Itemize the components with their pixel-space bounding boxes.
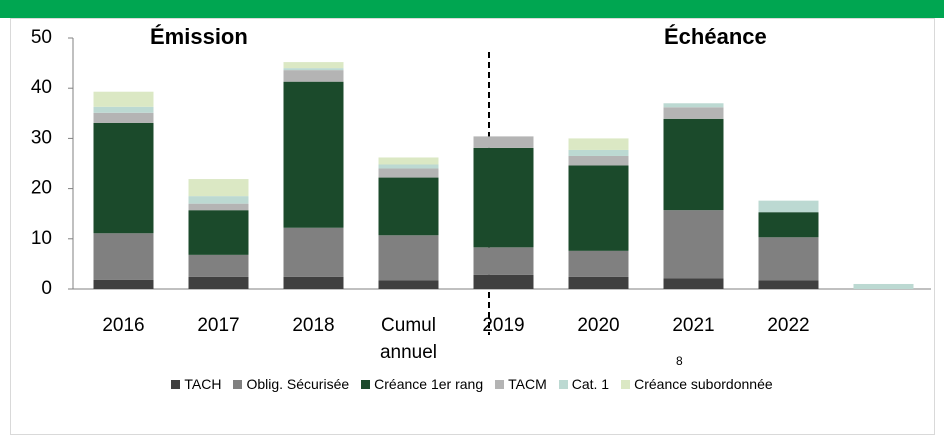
- bar-segment: [473, 136, 534, 148]
- bar-segment: [378, 157, 439, 165]
- bar-segment: [283, 227, 344, 277]
- legend-swatch: [361, 379, 371, 389]
- y-tick-label: 30: [31, 127, 52, 148]
- legend-swatch: [495, 379, 505, 389]
- bar-segment: [378, 168, 439, 178]
- legend-label: Créance 1er rang: [374, 376, 484, 392]
- bar-segment: [283, 68, 344, 71]
- bar-segment: [568, 155, 629, 166]
- y-tick-label: 40: [31, 77, 52, 98]
- bar-segment: [568, 276, 629, 289]
- x-tick-label: 2020: [577, 315, 620, 336]
- bar-segment: [663, 210, 724, 279]
- annotation: Échéance: [664, 24, 767, 49]
- legend-swatch: [233, 379, 243, 389]
- legend-label: Cat. 1: [571, 376, 610, 392]
- bar-segment: [188, 203, 249, 211]
- bar-segment: [663, 278, 724, 289]
- bar-segment: [473, 147, 534, 248]
- bar-segment: [93, 91, 154, 107]
- y-tick-label: 20: [31, 178, 52, 199]
- x-tick-label: 2019: [482, 315, 525, 336]
- bar-segment: [283, 276, 344, 289]
- bar-segment: [663, 103, 724, 108]
- page-number: 8: [676, 354, 683, 368]
- bar-segment: [283, 62, 344, 69]
- bar-segment: [568, 165, 629, 251]
- x-tick-label: 2022: [767, 315, 810, 336]
- bar-segment: [663, 118, 724, 211]
- bar-segment: [663, 107, 724, 119]
- legend-label: TACH: [184, 376, 222, 392]
- legend-item: Créance 1er rang: [361, 376, 483, 392]
- bar-segment: [378, 164, 439, 169]
- legend-item: Cat. 1: [558, 376, 610, 392]
- bar-segment: [93, 122, 154, 234]
- bar-segment: [568, 149, 629, 156]
- x-tick-label: Cumul annuel: [379, 315, 438, 363]
- bar-segment: [378, 177, 439, 236]
- x-tick-label: 2018: [292, 315, 335, 336]
- bar-segment: [758, 212, 819, 238]
- legend-label: TACM: [508, 376, 547, 392]
- bar-segment: [378, 280, 439, 289]
- y-tick-label: 0: [41, 278, 52, 299]
- legend-item: TACH: [171, 376, 221, 392]
- bar-segment: [758, 280, 819, 289]
- x-tick-label: 2016: [102, 315, 145, 336]
- bar-segment: [758, 200, 819, 213]
- bar-segment: [93, 233, 154, 280]
- legend-item: Oblig. Sécurisée: [233, 376, 349, 392]
- bar-segment: [93, 112, 154, 123]
- x-tick-label: 2017: [197, 315, 240, 336]
- legend-item: Créance subordonnée: [621, 376, 773, 392]
- legend-swatch: [558, 379, 568, 389]
- bar-segment: [188, 254, 249, 277]
- bar-segment: [853, 283, 914, 289]
- legend-label: Oblig. Sécurisée: [246, 376, 350, 392]
- bar-segment: [188, 179, 249, 197]
- bar-segment: [188, 196, 249, 204]
- y-tick-label: 10: [31, 228, 52, 249]
- bar-segment: [473, 247, 534, 275]
- bar-segment: [283, 81, 344, 228]
- bar-segment: [93, 106, 154, 113]
- bar-segment: [568, 138, 629, 150]
- bar-segment: [283, 70, 344, 82]
- legend-swatch: [171, 379, 181, 389]
- legend-label: Créance subordonnée: [634, 376, 773, 392]
- bar-segment: [568, 250, 629, 277]
- bar-segment: [758, 237, 819, 281]
- bar-segment: [378, 235, 439, 281]
- header-bar: [0, 0, 944, 18]
- bar-segment: [93, 279, 154, 289]
- x-tick-label: 2021: [672, 315, 715, 336]
- y-tick-label: 50: [31, 27, 52, 48]
- legend: TACH Oblig. Sécurisée Créance 1er rang TACM…: [0, 376, 944, 392]
- bar-segment: [473, 274, 534, 289]
- legend-swatch: [621, 379, 631, 389]
- annotation: Émission: [150, 24, 248, 49]
- legend-item: TACM: [495, 376, 547, 392]
- bar-segment: [188, 210, 249, 255]
- bar-segment: [188, 276, 249, 289]
